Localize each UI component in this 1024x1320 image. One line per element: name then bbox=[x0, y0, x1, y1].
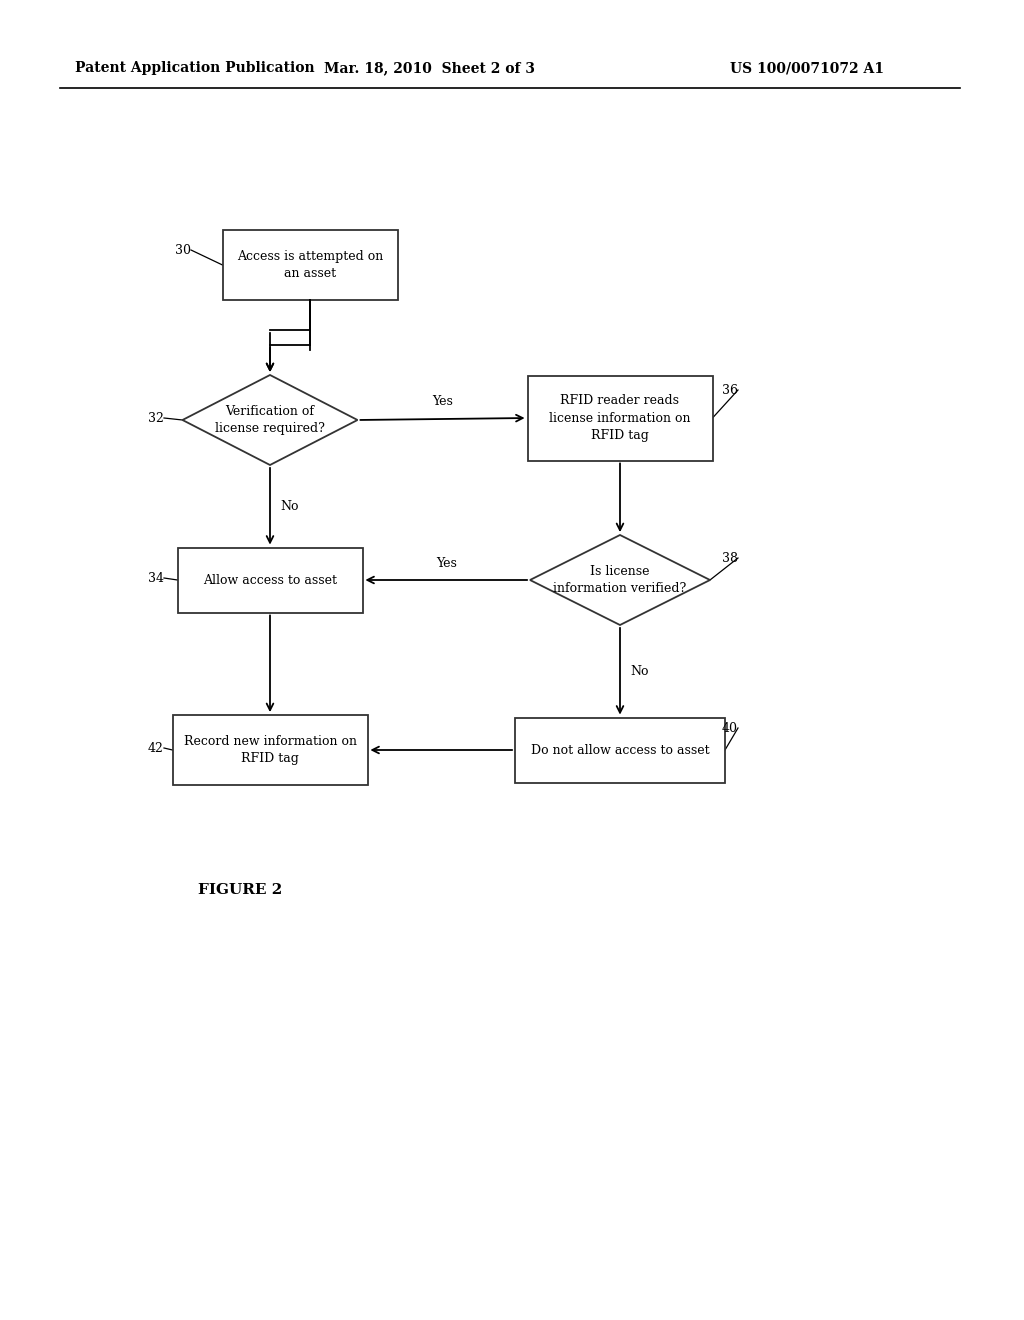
Text: 42: 42 bbox=[148, 742, 164, 755]
Polygon shape bbox=[530, 535, 710, 624]
Text: Allow access to asset: Allow access to asset bbox=[203, 573, 337, 586]
Text: Do not allow access to asset: Do not allow access to asset bbox=[530, 743, 710, 756]
Text: Yes: Yes bbox=[436, 557, 457, 570]
Text: 38: 38 bbox=[722, 552, 738, 565]
FancyBboxPatch shape bbox=[222, 230, 397, 300]
Text: Record new information on
RFID tag: Record new information on RFID tag bbox=[183, 735, 356, 766]
Text: 40: 40 bbox=[722, 722, 738, 734]
Text: No: No bbox=[630, 665, 648, 677]
Text: No: No bbox=[280, 500, 299, 512]
Text: US 100/0071072 A1: US 100/0071072 A1 bbox=[730, 61, 884, 75]
Text: 30: 30 bbox=[175, 243, 191, 256]
FancyBboxPatch shape bbox=[177, 548, 362, 612]
FancyBboxPatch shape bbox=[515, 718, 725, 783]
Text: 32: 32 bbox=[148, 412, 164, 425]
Text: 34: 34 bbox=[148, 572, 164, 585]
Text: Is license
information verified?: Is license information verified? bbox=[553, 565, 687, 595]
Text: 36: 36 bbox=[722, 384, 738, 396]
Text: RFID reader reads
license information on
RFID tag: RFID reader reads license information on… bbox=[549, 395, 691, 441]
Text: Mar. 18, 2010  Sheet 2 of 3: Mar. 18, 2010 Sheet 2 of 3 bbox=[325, 61, 536, 75]
FancyBboxPatch shape bbox=[172, 715, 368, 785]
FancyBboxPatch shape bbox=[527, 375, 713, 461]
Text: FIGURE 2: FIGURE 2 bbox=[198, 883, 283, 898]
Text: Verification of
license required?: Verification of license required? bbox=[215, 405, 325, 436]
Text: Access is attempted on
an asset: Access is attempted on an asset bbox=[237, 249, 383, 280]
Text: Patent Application Publication: Patent Application Publication bbox=[75, 61, 314, 75]
Polygon shape bbox=[182, 375, 357, 465]
Text: Yes: Yes bbox=[432, 395, 453, 408]
